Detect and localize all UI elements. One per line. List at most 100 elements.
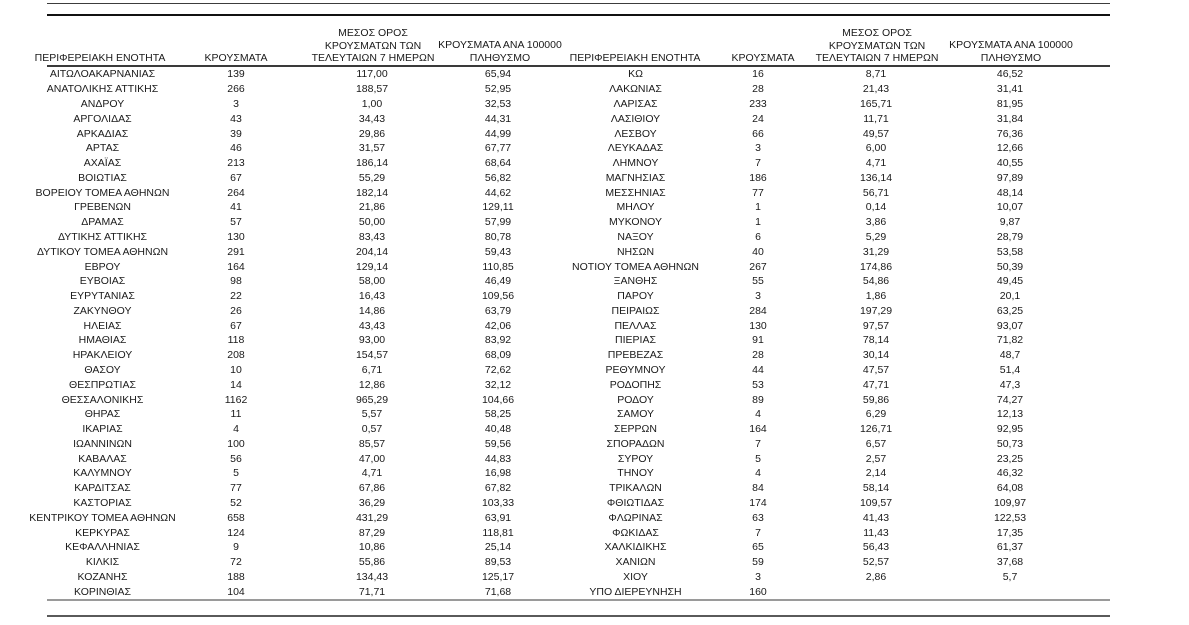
per100k-cell: 51,4: [999, 364, 1021, 377]
per100k-cell: 89,53: [484, 556, 512, 569]
table-row: ΔΥΤΙΚΟΥ ΤΟΜΕΑ ΑΘΗΝΩΝ 291 204,14 59,43: [0, 245, 1189, 260]
cases-cell: 7: [755, 526, 761, 539]
per100k-cell: 44,31: [484, 112, 512, 125]
region-name-cell: ΔΥΤΙΚΗΣ ΑΤΤΙΚΗΣ: [57, 230, 148, 243]
table-row: ΘΕΣΠΡΩΤΙΑΣ 14 12,86 32,12: [0, 378, 1189, 393]
table-row: ΚΙΛΚΙΣ 72 55,86 89,53: [0, 555, 1189, 570]
header-bottom-rule: [47, 65, 1110, 67]
cases-cell: 16: [752, 68, 764, 81]
avg7-cell: 4,71: [865, 157, 887, 170]
table-row: ΚΑΣΤΟΡΙΑΣ 52 36,29 103,33: [0, 496, 1189, 511]
avg7-cell: 56,71: [862, 186, 890, 199]
avg7-cell: 41,43: [862, 511, 890, 524]
region-name-cell: ΝΟΤΙΟΥ ΤΟΜΕΑ ΑΘΗΝΩΝ: [572, 260, 699, 273]
avg7-cell: 126,71: [859, 423, 893, 436]
cases-cell: 266: [227, 83, 245, 96]
table-row: ΑΡΤΑΣ 46 31,57 67,77: [0, 141, 1189, 156]
table-row: ΑΡΓΟΛΙΔΑΣ 43 34,43 44,31: [0, 112, 1189, 127]
region-name-cell: ΣΥΡΟΥ: [617, 452, 654, 465]
avg7-cell: 49,57: [862, 127, 890, 140]
table-row: ΑΝΑΤΟΛΙΚΗΣ ΑΤΤΙΚΗΣ 266 188,57 52,95: [0, 82, 1189, 97]
table-row: ΗΜΑΘΙΑΣ 118 93,00 83,92: [0, 333, 1189, 348]
table-row: ΠΕΛΛΑΣ 130 97,57 93,07: [0, 319, 1189, 334]
region-name-cell: ΘΕΣΠΡΩΤΙΑΣ: [69, 378, 136, 391]
cases-cell: 164: [227, 260, 245, 273]
per100k-cell: 57,99: [484, 216, 512, 229]
per100k-cell: 53,58: [996, 245, 1024, 258]
table-row: ΧΙΟΥ 3 2,86 5,7: [0, 570, 1189, 585]
table-row: ΚΩ 16 8,71 46,52: [0, 67, 1189, 82]
cases-cell: 264: [227, 186, 245, 199]
left-header-region: ΠΕΡΙΦΕΡΕΙΑΚΗ ΕΝΟΤΗΤΑ: [15, 52, 185, 65]
cases-cell: 1: [755, 201, 761, 214]
per100k-cell: 9,87: [999, 216, 1021, 229]
table-row: ΕΒΡΟΥ 164 129,14 110,85: [0, 260, 1189, 275]
avg7-cell: 10,86: [358, 541, 386, 554]
avg7-cell: 43,43: [358, 319, 386, 332]
cases-cell: 7: [755, 157, 761, 170]
header-label-line: ΚΡΟΥΣΜΑΤΑ ΑΝΑ 100000: [438, 39, 562, 51]
avg7-cell: 4,71: [361, 467, 383, 480]
left-header-per100k: ΚΡΟΥΣΜΑΤΑ ΑΝΑ 100000 ΠΛΗΘΥΣΜΟ: [418, 39, 582, 64]
region-name-cell: ΠΕΙΡΑΙΩΣ: [611, 304, 660, 317]
per100k-cell: 81,95: [996, 97, 1024, 110]
region-name-cell: ΘΕΣΣΑΛΟΝΙΚΗΣ: [61, 393, 144, 406]
cases-cell: 55: [752, 275, 764, 288]
cases-cell: 43: [230, 112, 242, 125]
cases-cell: 3: [755, 570, 761, 583]
table-row: ΦΛΩΡΙΝΑΣ 63 41,43 122,53: [0, 511, 1189, 526]
right-header-cases: ΚΡΟΥΣΜΑΤΑ: [703, 52, 823, 65]
header-label: ΠΕΡΙΦΕΡΕΙΑΚΗ ΕΝΟΤΗΤΑ: [34, 52, 166, 64]
region-name-cell: ΝΗΣΩΝ: [616, 245, 655, 258]
region-name-cell: ΣΠΟΡΑΔΩΝ: [606, 437, 665, 450]
per100k-cell: 68,64: [484, 157, 512, 170]
table-row: ΑΝΔΡΟΥ 3 1,00 32,53: [0, 97, 1189, 112]
per100k-cell: 71,68: [484, 585, 512, 598]
avg7-cell: 2,86: [865, 570, 887, 583]
per100k-cell: 10,07: [996, 201, 1024, 214]
table-row: ΑΡΚΑΔΙΑΣ 39 29,86 44,99: [0, 127, 1189, 142]
per100k-cell: 56,82: [484, 171, 512, 184]
table-row: ΜΕΣΣΗΝΙΑΣ 77 56,71 48,14: [0, 186, 1189, 201]
cases-cell: 124: [227, 526, 245, 539]
avg7-cell: 47,71: [862, 378, 890, 391]
avg7-cell: 31,57: [358, 142, 386, 155]
avg7-cell: 1,86: [865, 290, 887, 303]
cases-cell: 84: [752, 482, 764, 495]
avg7-cell: 31,29: [862, 245, 890, 258]
table-row: ΧΑΝΙΩΝ 59 52,57 37,68: [0, 555, 1189, 570]
region-name-cell: ΞΑΝΘΗΣ: [613, 275, 658, 288]
table-row: ΘΕΣΣΑΛΟΝΙΚΗΣ 1162 965,29 104,66: [0, 393, 1189, 408]
region-name-cell: ΚΕΦΑΛΛΗΝΙΑΣ: [65, 541, 140, 554]
cases-cell: 14: [230, 378, 242, 391]
table-row: ΡΕΘΥΜΝΟΥ 44 47,57 51,4: [0, 363, 1189, 378]
region-name-cell: ΑΡΚΑΔΙΑΣ: [76, 127, 129, 140]
avg7-cell: 5,29: [865, 230, 887, 243]
per100k-cell: 20,1: [999, 290, 1021, 303]
per100k-cell: 97,89: [996, 171, 1024, 184]
per100k-cell: 92,95: [996, 423, 1024, 436]
avg7-cell: 78,14: [862, 334, 890, 347]
region-name-cell: ΤΡΙΚΑΛΩΝ: [609, 482, 662, 495]
region-name-cell: ΘΑΣΟΥ: [84, 364, 121, 377]
region-name-cell: ΚΕΝΤΡΙΚΟΥ ΤΟΜΕΑ ΑΘΗΝΩΝ: [29, 511, 176, 524]
header-label: ΚΡΟΥΣΜΑΤΑ: [204, 52, 268, 64]
cases-cell: 233: [749, 97, 767, 110]
cases-cell: 53: [752, 378, 764, 391]
table-row: ΒΟΙΩΤΙΑΣ 67 55,29 56,82: [0, 171, 1189, 186]
table-row: ΝΗΣΩΝ 40 31,29 53,58: [0, 245, 1189, 260]
region-name-cell: ΚΑΡΔΙΤΣΑΣ: [74, 482, 131, 495]
region-name-cell: ΡΕΘΥΜΝΟΥ: [605, 364, 666, 377]
cases-cell: 3: [755, 290, 761, 303]
table-row: ΖΑΚΥΝΘΟΥ 26 14,86 63,79: [0, 304, 1189, 319]
right-table-body: ΚΩ 16 8,71 46,52 ΛΑΚΩΝΙΑΣ 28 21,43 31,41 ΛΑΡΙΣΑΣ…: [0, 67, 1189, 599]
region-name-cell: ΣΕΡΡΩΝ: [614, 423, 657, 436]
table-row: ΞΑΝΘΗΣ 55 54,86 49,45: [0, 274, 1189, 289]
per100k-cell: 59,56: [484, 437, 512, 450]
table-row: ΠΙΕΡΙΑΣ 91 78,14 71,82: [0, 333, 1189, 348]
per100k-cell: 118,81: [482, 526, 514, 539]
table-row: ΕΥΡΥΤΑΝΙΑΣ 22 16,43 109,56: [0, 289, 1189, 304]
avg7-cell: 30,14: [862, 349, 890, 362]
region-name-cell: ΤΗΝΟΥ: [617, 467, 654, 480]
